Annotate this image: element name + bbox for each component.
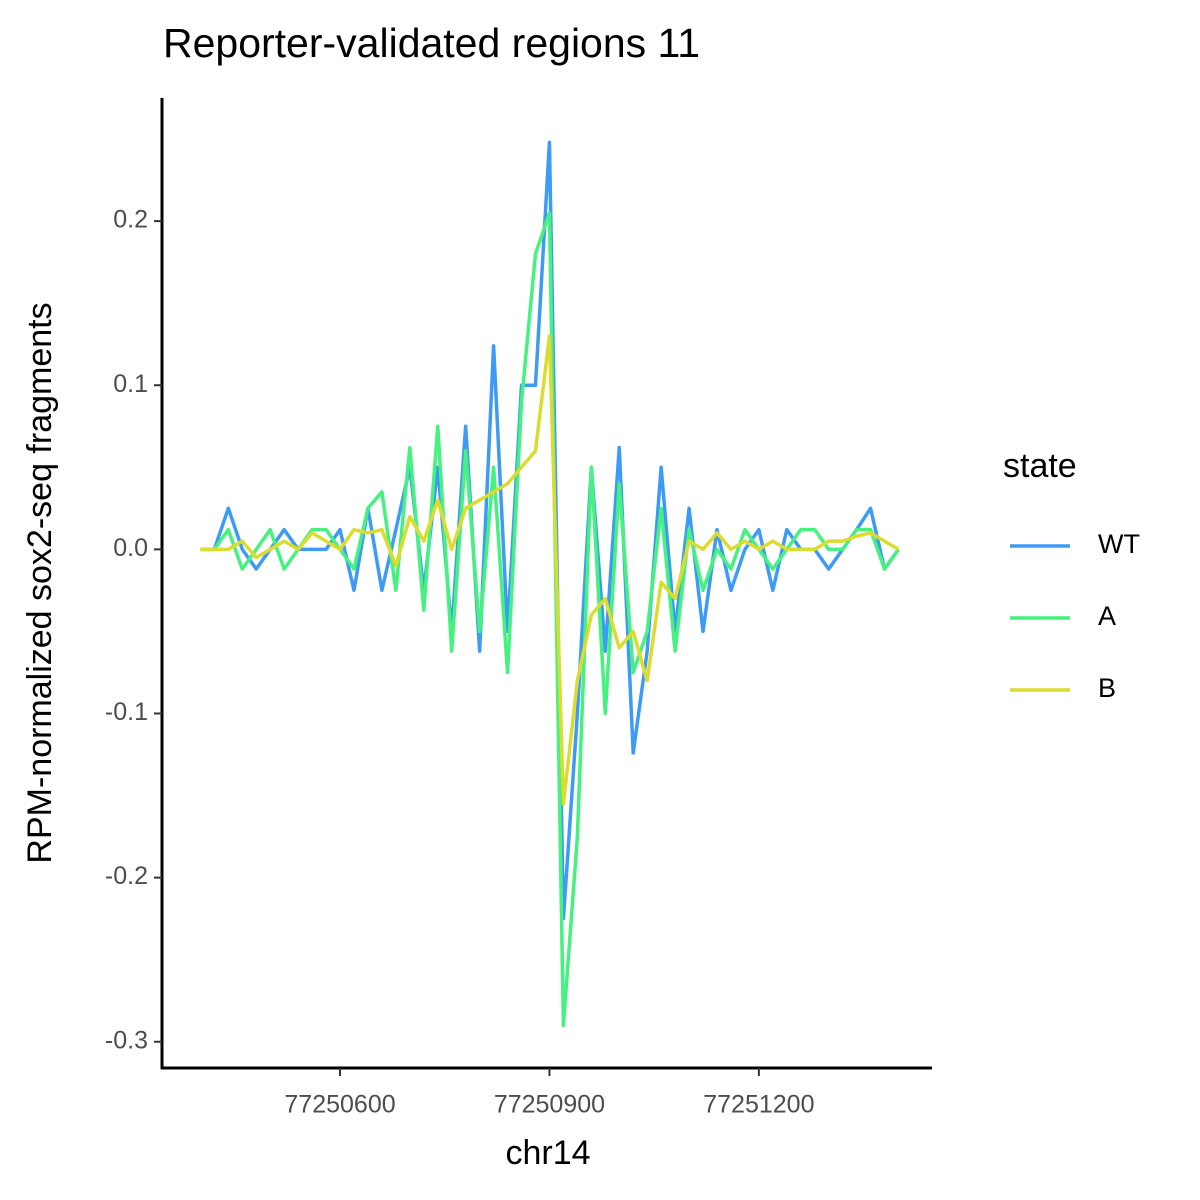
y-tick-label: -0.3 <box>105 1026 148 1054</box>
legend-title: state <box>1003 447 1077 485</box>
y-tick-label: -0.1 <box>105 698 148 726</box>
y-tick-label: 0.2 <box>113 206 148 234</box>
x-tick-label: 77251200 <box>703 1091 814 1119</box>
legend-label: B <box>1098 673 1116 703</box>
x-tick-label: 77250900 <box>494 1091 605 1119</box>
legend-label: A <box>1098 601 1116 631</box>
y-tick-label: -0.2 <box>105 862 148 890</box>
y-tick-label: 0.0 <box>113 534 148 562</box>
x-tick-label: 77250600 <box>284 1091 395 1119</box>
x-axis-label: chr14 <box>505 1134 590 1172</box>
y-tick-label: 0.1 <box>113 370 148 398</box>
legend-label: WT <box>1098 529 1140 559</box>
data-line <box>200 211 900 1028</box>
data-line <box>200 140 900 921</box>
y-axis-label: RPM-normalized sox2-seq fragments <box>21 302 59 863</box>
plot-area <box>200 140 900 1028</box>
data-line <box>200 334 900 806</box>
chart-title: Reporter-validated regions 11 <box>163 20 700 66</box>
